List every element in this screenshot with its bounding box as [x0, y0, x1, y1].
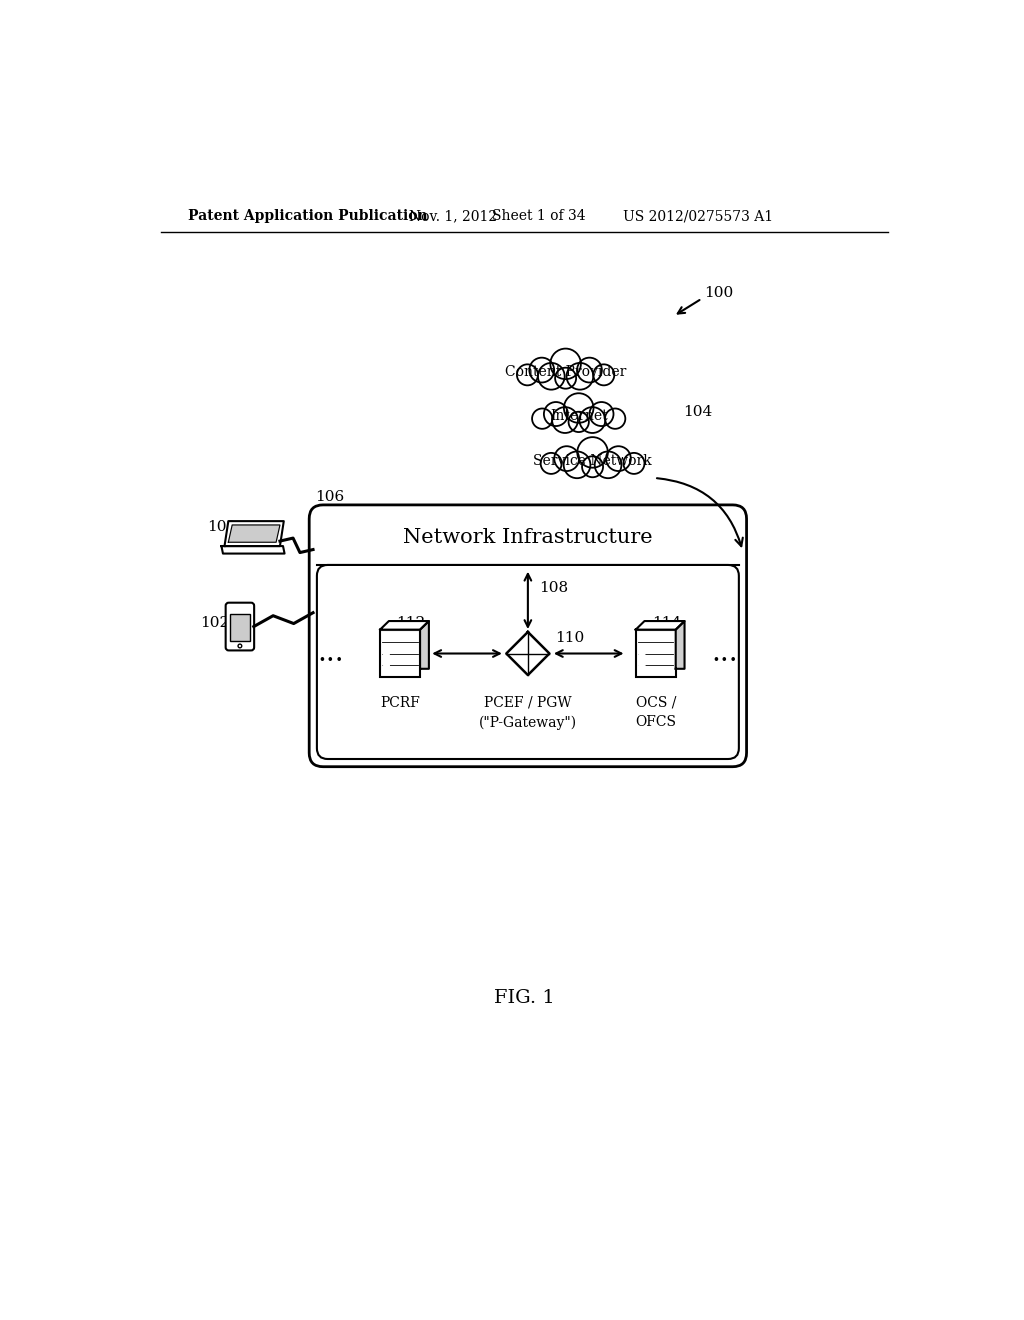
Polygon shape: [420, 620, 429, 669]
Circle shape: [532, 408, 552, 429]
Text: Network Infrastructure: Network Infrastructure: [403, 528, 652, 546]
Text: FIG. 1: FIG. 1: [495, 989, 555, 1007]
Circle shape: [383, 663, 389, 668]
Polygon shape: [506, 632, 550, 675]
Text: PCRF: PCRF: [380, 696, 420, 710]
FancyBboxPatch shape: [636, 630, 676, 677]
Text: 100: 100: [705, 286, 733, 300]
Text: 110: 110: [555, 631, 584, 645]
Text: OCS /
OFCS: OCS / OFCS: [635, 696, 676, 730]
FancyBboxPatch shape: [309, 506, 746, 767]
FancyArrowPatch shape: [657, 478, 742, 546]
Circle shape: [605, 408, 626, 429]
Circle shape: [624, 453, 644, 474]
Circle shape: [566, 363, 593, 389]
Circle shape: [639, 651, 645, 656]
Circle shape: [568, 412, 589, 432]
Text: 104: 104: [683, 405, 713, 420]
Text: PCEF / PGW
("P-Gateway"): PCEF / PGW ("P-Gateway"): [479, 696, 577, 730]
Text: 102: 102: [200, 615, 229, 630]
Text: US 2012/0275573 A1: US 2012/0275573 A1: [624, 209, 773, 223]
Circle shape: [517, 364, 538, 385]
Text: Nov. 1, 2012: Nov. 1, 2012: [410, 209, 498, 223]
Circle shape: [578, 358, 602, 383]
Circle shape: [538, 363, 564, 389]
Text: Sheet 1 of 34: Sheet 1 of 34: [493, 209, 586, 223]
Polygon shape: [221, 546, 285, 553]
Circle shape: [639, 663, 645, 668]
Text: ...: ...: [317, 640, 344, 667]
Polygon shape: [228, 525, 280, 543]
Text: Patent Application Publication: Patent Application Publication: [188, 209, 428, 223]
Text: ...: ...: [712, 640, 738, 667]
Polygon shape: [636, 620, 684, 630]
FancyBboxPatch shape: [380, 630, 420, 677]
Circle shape: [564, 393, 594, 422]
Circle shape: [552, 407, 578, 433]
Text: 102: 102: [208, 520, 237, 535]
Text: 106: 106: [315, 490, 345, 504]
Circle shape: [595, 451, 622, 478]
Polygon shape: [676, 620, 684, 669]
Text: 114: 114: [652, 615, 681, 630]
Circle shape: [563, 451, 591, 478]
Polygon shape: [224, 521, 284, 546]
Circle shape: [578, 437, 608, 467]
Circle shape: [544, 403, 568, 426]
Text: 108: 108: [539, 581, 567, 595]
Polygon shape: [380, 620, 429, 630]
Circle shape: [606, 446, 631, 471]
Text: 112: 112: [396, 615, 425, 630]
Circle shape: [555, 368, 577, 388]
Circle shape: [593, 364, 614, 385]
Circle shape: [550, 348, 581, 379]
Circle shape: [590, 403, 613, 426]
Circle shape: [554, 446, 580, 471]
FancyBboxPatch shape: [316, 565, 739, 759]
Circle shape: [580, 407, 605, 433]
Text: Content Provider: Content Provider: [505, 366, 627, 379]
Circle shape: [383, 651, 389, 656]
Circle shape: [582, 457, 603, 478]
Circle shape: [529, 358, 554, 383]
FancyBboxPatch shape: [225, 603, 254, 651]
Text: Service Network: Service Network: [534, 454, 652, 469]
FancyBboxPatch shape: [229, 614, 250, 642]
Circle shape: [541, 453, 562, 474]
Text: Internet: Internet: [550, 409, 607, 424]
